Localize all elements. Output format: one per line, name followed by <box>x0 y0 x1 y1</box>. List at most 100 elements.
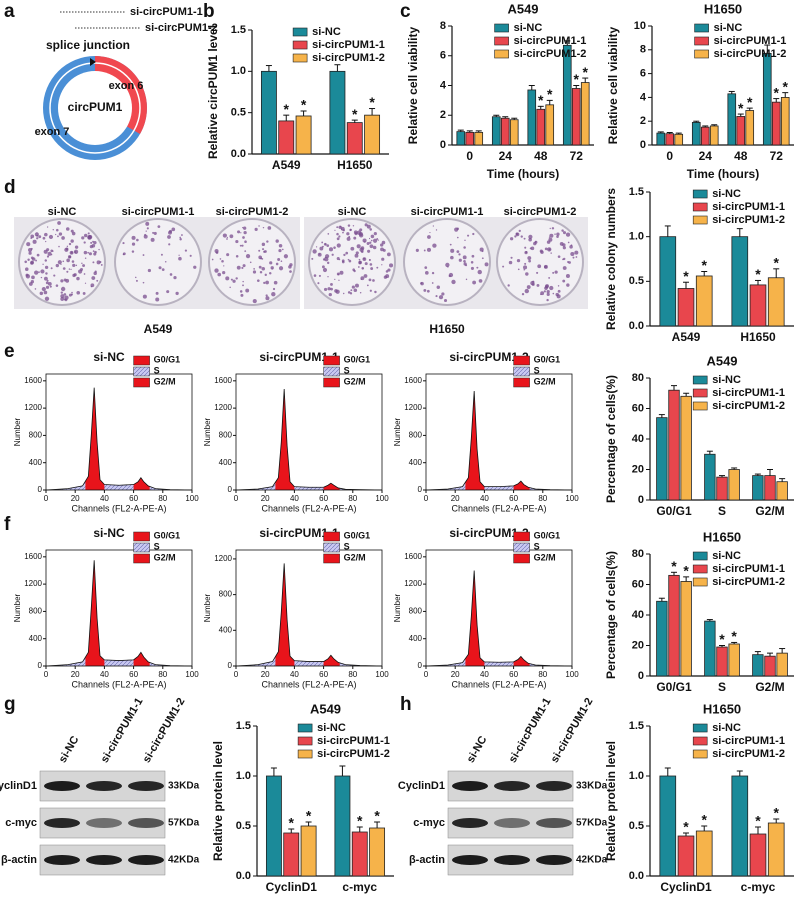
colony <box>252 299 257 304</box>
cell-cycle-area <box>46 387 192 490</box>
colony <box>334 278 336 281</box>
junction-arrow <box>90 58 96 66</box>
x-tick-label: 40 <box>290 670 299 679</box>
significance-mark: * <box>755 266 761 282</box>
colony <box>36 237 39 240</box>
blot-band <box>536 781 572 791</box>
bar <box>527 89 537 146</box>
y-tick-label: 1.5 <box>629 186 644 198</box>
bar <box>764 475 776 501</box>
legend-swatch <box>323 531 340 542</box>
colony <box>62 267 66 270</box>
colony <box>385 270 389 273</box>
blot-band <box>86 855 122 865</box>
colony <box>330 287 333 291</box>
colony <box>275 239 279 243</box>
blot-band <box>452 818 488 828</box>
bar <box>695 275 713 327</box>
chart-title: si-circPUM1-1 <box>259 526 339 540</box>
phase-area <box>275 389 295 490</box>
bar <box>677 288 695 327</box>
y-tick-label: 6 <box>640 68 646 80</box>
protein-label: c-myc <box>413 817 445 829</box>
colony <box>46 279 49 282</box>
legend-label: si-circPUM1-1 <box>514 35 587 47</box>
histogram-line <box>235 563 383 667</box>
colony <box>364 223 368 227</box>
colony <box>368 258 371 262</box>
sirna-label: si-circPUM1-1 <box>130 6 203 18</box>
legend-label: si-NC <box>712 374 741 386</box>
error-bar <box>731 641 738 644</box>
x-tick-label: 80 <box>538 670 547 679</box>
x-tick-label: S <box>718 504 726 518</box>
y-tick-label: 0 <box>418 485 423 494</box>
sirna-label: si-circPUM1-2 <box>145 22 218 34</box>
colony <box>346 236 351 241</box>
colony <box>540 250 544 254</box>
colony <box>575 256 578 258</box>
x-axis-label: Time (hours) <box>487 167 559 181</box>
legend-label: G0/G1 <box>154 530 181 540</box>
significance-mark: * <box>547 86 553 102</box>
colony <box>258 225 260 227</box>
bar <box>571 88 581 146</box>
colony <box>30 256 34 260</box>
colony <box>456 250 460 254</box>
plot-frame <box>45 373 193 491</box>
colony <box>91 243 96 248</box>
colony <box>546 298 549 302</box>
colony <box>328 292 332 297</box>
legend-label: si-circPUM1-2 <box>712 576 785 588</box>
legend-swatch <box>133 531 150 542</box>
colony <box>372 279 375 282</box>
significance-mark: * <box>538 92 544 108</box>
colony <box>543 264 548 269</box>
colony <box>550 252 552 254</box>
colony <box>516 259 521 263</box>
error-bar <box>764 44 771 54</box>
y-axis-label: Number <box>13 593 22 622</box>
colony <box>334 229 336 231</box>
colony <box>269 272 272 275</box>
colony <box>60 297 65 301</box>
exon-label: exon 6 <box>109 80 144 92</box>
x-tick-label: 60 <box>509 494 518 503</box>
error-bar <box>537 105 544 110</box>
y-tick-label: 0 <box>640 139 646 151</box>
blot-band <box>536 818 572 828</box>
colony <box>479 247 484 252</box>
lane-label: si-circPUM1-1 <box>99 696 146 765</box>
colony <box>360 276 365 281</box>
colony <box>357 266 360 268</box>
y-tick-label: 1.0 <box>629 231 644 243</box>
size-label: 57KDa <box>576 818 608 829</box>
colony <box>62 260 65 263</box>
bar <box>295 115 312 155</box>
bar <box>749 833 767 877</box>
x-tick-label: 20 <box>261 670 270 679</box>
y-axis-label: Number <box>393 417 402 446</box>
colony <box>211 258 214 261</box>
colony <box>322 267 328 273</box>
x-tick-label: 100 <box>565 494 579 503</box>
colony <box>31 275 35 280</box>
colony <box>311 257 314 260</box>
colony <box>352 225 355 227</box>
y-tick-label: 400 <box>29 458 43 467</box>
error-bar <box>683 576 690 582</box>
colony <box>236 265 241 270</box>
colony <box>25 273 29 277</box>
colony <box>370 239 373 242</box>
colony <box>528 259 531 263</box>
legend-swatch <box>494 49 509 59</box>
colony <box>67 255 72 259</box>
x-tick-label: A549 <box>672 330 701 344</box>
size-label: 33KDa <box>576 781 608 792</box>
colony <box>38 271 40 274</box>
colony <box>64 247 69 252</box>
colony <box>364 241 366 243</box>
y-tick-label: 20 <box>632 639 644 651</box>
size-label: 57KDa <box>168 818 200 829</box>
colony <box>547 247 552 252</box>
